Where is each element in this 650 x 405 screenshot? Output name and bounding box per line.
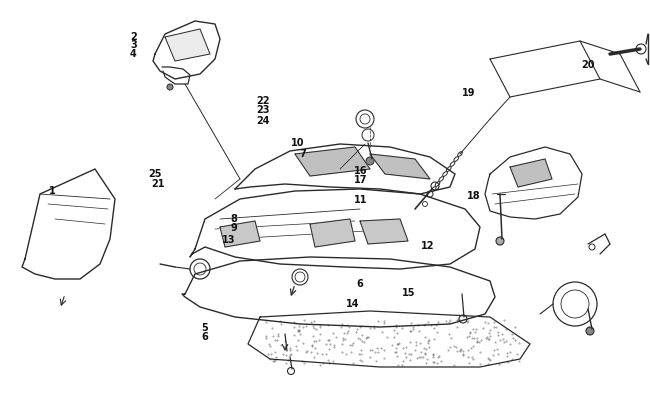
Text: 6: 6 (356, 279, 363, 288)
Circle shape (496, 237, 504, 245)
Polygon shape (370, 155, 430, 179)
Text: 6: 6 (202, 331, 208, 341)
Text: 13: 13 (222, 235, 236, 245)
Text: 7: 7 (299, 149, 305, 159)
Text: 3: 3 (130, 40, 136, 50)
Text: 20: 20 (582, 60, 595, 70)
Circle shape (586, 327, 594, 335)
Text: 8: 8 (231, 214, 238, 224)
Text: 17: 17 (354, 175, 368, 185)
Text: 14: 14 (346, 298, 359, 308)
Text: 19: 19 (462, 87, 475, 97)
Text: 16: 16 (354, 166, 368, 176)
Text: 22: 22 (256, 96, 270, 105)
Circle shape (366, 158, 374, 166)
Text: 12: 12 (421, 240, 435, 250)
Polygon shape (220, 222, 260, 247)
Text: 18: 18 (467, 190, 480, 200)
Text: 10: 10 (291, 138, 304, 147)
Text: 11: 11 (354, 194, 368, 204)
Polygon shape (295, 148, 370, 177)
Text: 2: 2 (130, 32, 136, 41)
Polygon shape (165, 30, 210, 62)
Text: 24: 24 (256, 116, 270, 126)
Polygon shape (310, 220, 355, 247)
Polygon shape (360, 220, 408, 244)
Text: 15: 15 (402, 288, 415, 297)
Text: 4: 4 (130, 49, 136, 59)
Text: 21: 21 (151, 178, 165, 188)
Circle shape (167, 85, 173, 91)
Text: 25: 25 (148, 168, 162, 178)
Text: 9: 9 (231, 223, 237, 232)
Text: 1: 1 (49, 185, 55, 195)
Polygon shape (510, 160, 552, 188)
Text: 5: 5 (202, 322, 208, 332)
Text: 23: 23 (256, 105, 270, 115)
